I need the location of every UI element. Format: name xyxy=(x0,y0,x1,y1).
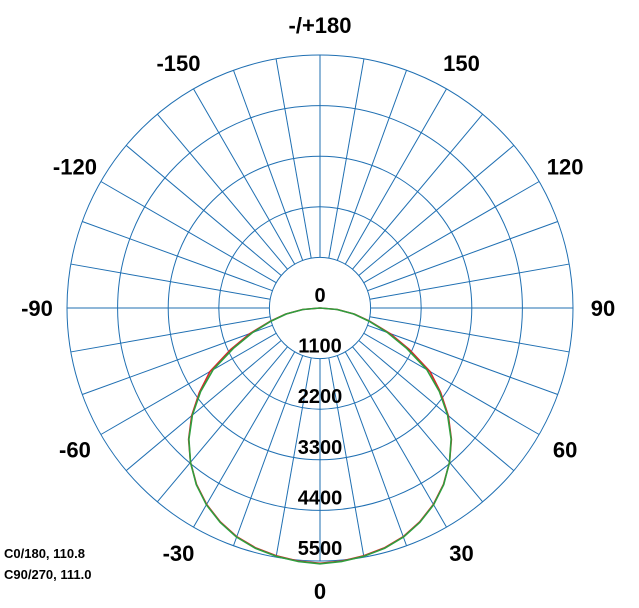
angle-label: 90 xyxy=(591,296,615,321)
grid-spoke xyxy=(82,324,273,396)
grid-spoke xyxy=(344,88,447,265)
radial-label: 3300 xyxy=(298,437,343,459)
legend: C0/180, 110.8 C90/270, 111.0 xyxy=(4,546,91,582)
grid-spoke xyxy=(70,316,271,353)
angle-label: 30 xyxy=(449,541,473,566)
grid-spoke xyxy=(275,58,312,259)
grid-spoke xyxy=(193,88,296,265)
angle-label: -150 xyxy=(156,51,200,76)
legend-c90: C90/270, 111.0 xyxy=(4,567,91,582)
grid-spoke xyxy=(363,332,540,435)
angle-label: 150 xyxy=(443,51,480,76)
grid-spoke xyxy=(352,113,484,270)
grid-spoke xyxy=(275,357,312,558)
grid-spoke xyxy=(125,340,282,472)
angle-label: -90 xyxy=(21,296,53,321)
grid-spoke xyxy=(100,332,277,435)
grid-spoke xyxy=(352,346,484,503)
grid-spoke xyxy=(367,324,558,396)
grid-spoke xyxy=(344,351,447,528)
grid-spoke xyxy=(336,70,408,261)
grid-spoke xyxy=(358,340,515,472)
angle-label: -30 xyxy=(163,541,195,566)
intensity-curves xyxy=(187,307,453,565)
grid-spoke xyxy=(367,220,558,292)
grid-spoke xyxy=(232,355,304,546)
grid-spoke xyxy=(369,263,570,300)
legend-c0: C0/180, 110.8 xyxy=(4,546,85,561)
polar-grid xyxy=(66,54,574,562)
angle-label: 0 xyxy=(314,579,326,604)
grid-spoke xyxy=(82,220,273,292)
series-curve-1 xyxy=(188,307,452,565)
grid-spoke xyxy=(193,351,296,528)
radial-label: 1100 xyxy=(298,336,341,358)
angle-label: -/+180 xyxy=(289,13,352,38)
radial-label: 4400 xyxy=(298,487,343,509)
radial-label: 5500 xyxy=(298,538,343,560)
grid-spoke xyxy=(125,144,282,276)
grid-spoke xyxy=(328,357,365,558)
grid-spoke xyxy=(232,70,304,261)
angle-label: -60 xyxy=(59,438,91,463)
grid-spoke xyxy=(328,58,365,259)
grid-spoke xyxy=(363,181,540,284)
radial-label: 0 xyxy=(314,285,325,307)
angle-label: 120 xyxy=(547,155,584,180)
grid-spoke xyxy=(336,355,408,546)
radial-label: 2200 xyxy=(298,386,343,408)
grid-spoke xyxy=(100,181,277,284)
angle-label: 60 xyxy=(553,438,577,463)
angle-labels: 0 30 60 90 120 150 -/+180 -150 -120 -90 -60 -30 xyxy=(21,13,615,604)
grid-spoke xyxy=(156,346,288,503)
grid-spoke xyxy=(156,113,288,270)
grid-spoke xyxy=(369,316,570,353)
grid-spoke xyxy=(70,263,271,300)
radial-labels: 0 1100 2200 3300 4400 5500 xyxy=(298,285,343,560)
angle-label: -120 xyxy=(53,155,97,180)
grid-spoke xyxy=(358,144,515,276)
